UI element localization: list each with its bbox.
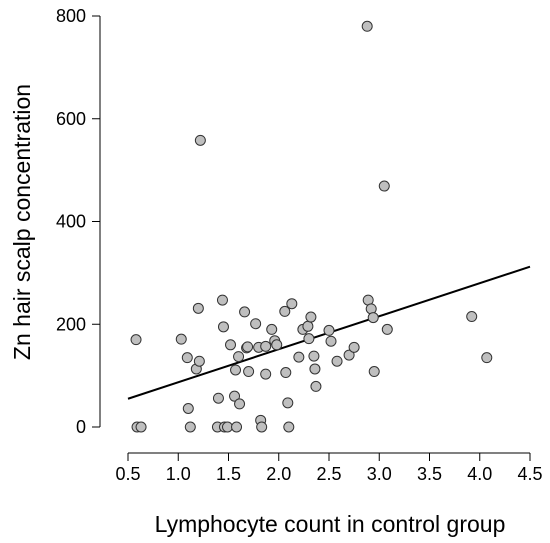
- data-point: [305, 311, 317, 323]
- data-point: [135, 421, 147, 433]
- data-point: [233, 351, 245, 363]
- data-point: [378, 180, 390, 192]
- y-axis-title: Zn hair scalp concentration: [9, 84, 35, 360]
- data-point: [283, 421, 295, 433]
- x-tick-label: 1.5: [216, 464, 241, 484]
- data-point: [175, 333, 187, 345]
- x-tick-label: 3.5: [417, 464, 442, 484]
- data-point: [242, 341, 254, 353]
- data-point: [331, 355, 343, 367]
- data-point: [130, 334, 142, 346]
- data-point: [225, 339, 237, 351]
- y-tick-label: 400: [56, 212, 86, 232]
- data-point: [250, 318, 262, 330]
- data-point: [325, 335, 337, 347]
- data-point: [280, 367, 292, 379]
- data-point: [367, 312, 379, 324]
- data-point: [239, 306, 251, 318]
- data-point: [323, 324, 335, 336]
- data-point: [221, 421, 233, 433]
- data-point: [309, 363, 321, 375]
- data-point: [343, 349, 355, 361]
- axes: 0 200 400 600 800 0.5 1.0 1.5 2.0 2.5 3.0 3.5 4.0 4.5: [56, 6, 543, 484]
- data-point: [466, 311, 478, 323]
- x-tick-label: 1.0: [166, 464, 191, 484]
- data-point: [302, 320, 314, 332]
- x-tick-label: 4.5: [517, 464, 542, 484]
- x-tick-label: 2.5: [316, 464, 341, 484]
- data-point: [260, 340, 272, 352]
- data-point: [192, 302, 204, 314]
- y-tick-label: 200: [56, 314, 86, 334]
- data-points: [130, 20, 493, 433]
- data-point: [230, 364, 242, 376]
- y-tick-label: 0: [76, 417, 86, 437]
- data-point: [231, 421, 243, 433]
- data-point: [229, 390, 241, 402]
- data-point: [293, 351, 305, 363]
- data-point: [182, 403, 194, 415]
- data-point: [310, 380, 322, 392]
- data-point: [279, 305, 291, 317]
- data-point: [260, 368, 272, 380]
- data-point: [212, 392, 224, 404]
- data-point: [234, 398, 246, 410]
- x-tick-label: 4.0: [467, 464, 492, 484]
- data-point: [286, 298, 298, 310]
- data-point: [216, 294, 228, 306]
- data-point: [308, 350, 320, 362]
- data-point: [243, 366, 255, 378]
- data-point: [303, 333, 315, 345]
- data-point: [193, 355, 205, 367]
- data-point: [481, 352, 493, 364]
- data-point: [181, 352, 193, 364]
- data-point: [282, 397, 294, 409]
- data-point: [361, 20, 373, 32]
- data-point: [266, 323, 278, 335]
- data-point: [217, 321, 229, 333]
- data-point: [194, 134, 206, 146]
- x-tick-label: 3.0: [367, 464, 392, 484]
- x-tick-label: 2.0: [266, 464, 291, 484]
- data-point: [381, 323, 393, 335]
- y-tick-label: 800: [56, 6, 86, 26]
- data-point: [348, 341, 360, 353]
- x-tick-label: 0.5: [115, 464, 140, 484]
- data-point: [271, 339, 283, 351]
- data-point: [184, 421, 196, 433]
- data-point: [256, 421, 268, 433]
- data-point: [368, 366, 380, 378]
- y-tick-label: 600: [56, 109, 86, 129]
- x-axis-title: Lymphocyte count in control group: [155, 511, 506, 537]
